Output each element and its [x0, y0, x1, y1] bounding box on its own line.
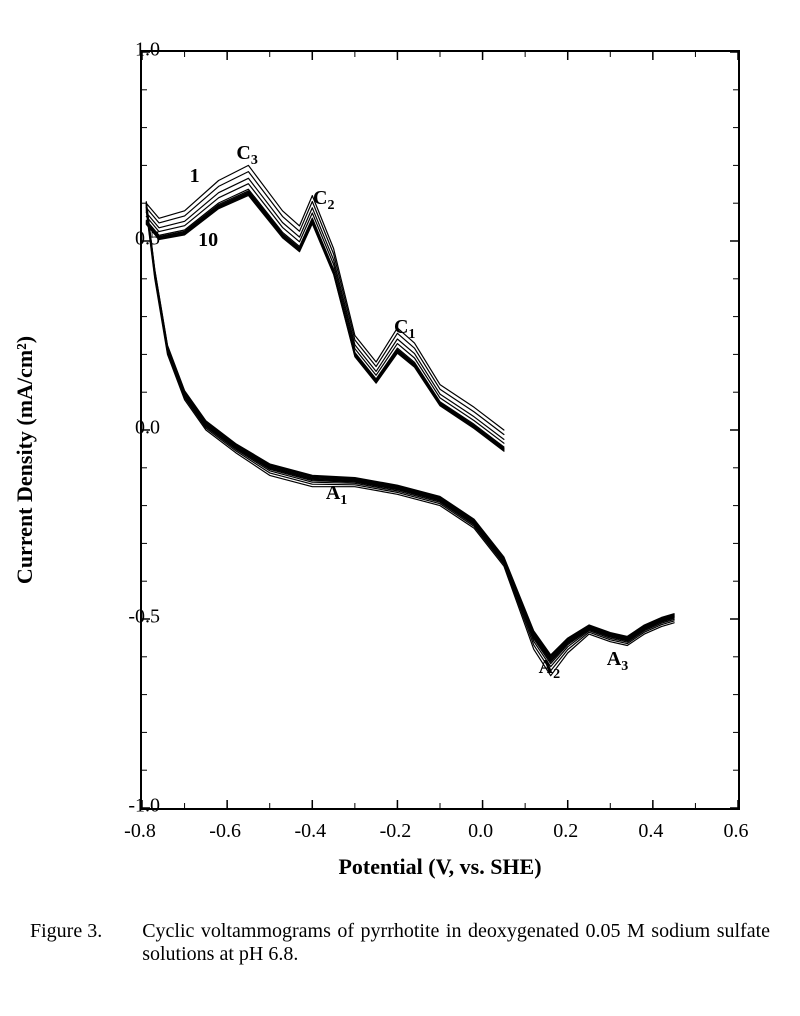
y-tick-label: 1.0 [135, 39, 160, 62]
peak-label: A1 [326, 482, 347, 509]
x-axis-label: Potential (V, vs. SHE) [338, 854, 541, 880]
peak-label: 1 [190, 165, 200, 188]
y-tick-label: 0.5 [135, 228, 160, 251]
y-axis-label: Current Density (mA/cm²) [12, 336, 38, 584]
x-tick-label: -0.4 [294, 820, 326, 843]
peak-label: C2 [313, 187, 334, 214]
x-tick-label: 0.0 [468, 820, 493, 843]
x-tick-label: 0.6 [724, 820, 749, 843]
x-tick-label: -0.6 [209, 820, 241, 843]
peak-label: C3 [236, 142, 257, 169]
peak-label: A3 [607, 648, 628, 675]
peak-label: A2 [539, 656, 560, 683]
plot-area [140, 50, 740, 810]
peak-label: C1 [394, 316, 415, 343]
x-tick-label: 0.4 [638, 820, 663, 843]
figure-caption: Figure 3. Cyclic voltammograms of pyrrho… [30, 920, 770, 966]
figure-number: Figure 3. [30, 920, 102, 966]
x-tick-label: 0.2 [553, 820, 578, 843]
y-tick-label: -0.5 [128, 606, 160, 629]
y-tick-label: -1.0 [128, 795, 160, 818]
x-tick-label: -0.2 [380, 820, 412, 843]
x-tick-label: -0.8 [124, 820, 156, 843]
y-tick-label: 0.0 [135, 417, 160, 440]
cv-plot-svg [142, 52, 738, 808]
chart-container: -1.0 -0.5 0.0 0.5 1.0 -0.8 -0.6 -0.4 -0.2 0.0 0.2… [30, 20, 770, 900]
caption-text: Cyclic voltammograms of pyrrhotite in de… [142, 920, 770, 966]
peak-label: 10 [198, 229, 218, 252]
